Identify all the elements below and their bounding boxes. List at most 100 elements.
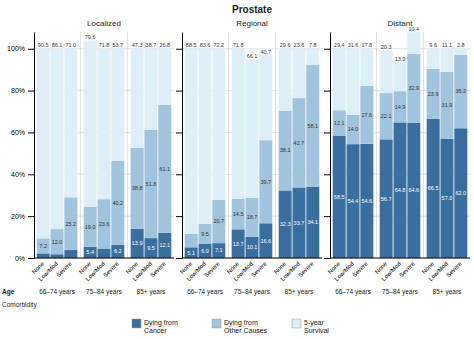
- tick: Severe: [203, 260, 221, 278]
- data-label: 35.2: [455, 88, 466, 94]
- tick: Severe: [149, 260, 167, 278]
- group-separator: [228, 32, 229, 258]
- tick-label: Low/Mod: [233, 261, 254, 282]
- bar: [98, 249, 111, 258]
- data-label: 57.0: [442, 195, 453, 201]
- bar: [246, 198, 259, 237]
- tick: [176, 132, 182, 133]
- grid: [330, 49, 470, 258]
- data-label: 7.8: [309, 42, 317, 48]
- data-label: 83.6: [200, 42, 211, 48]
- data-label: 71.8: [99, 42, 110, 48]
- tick-mark: [28, 216, 34, 217]
- data-label: 5.4: [86, 249, 94, 255]
- group-label: 75–84 years: [234, 288, 271, 296]
- bar: [84, 247, 97, 258]
- tick-mark: [176, 216, 182, 217]
- data-label: 23.6: [294, 42, 305, 48]
- data-label: 38.7: [146, 42, 157, 48]
- tick: [176, 258, 182, 259]
- bar: [407, 32, 420, 54]
- tick: [324, 216, 330, 217]
- group-label: 85+ years: [285, 288, 314, 296]
- bar: [84, 40, 97, 207]
- bar: [111, 245, 124, 258]
- bar: [37, 49, 50, 238]
- data-label: 14.0: [348, 126, 359, 132]
- bar: [158, 105, 171, 233]
- series: [333, 32, 468, 115]
- group-label: 75–84 years: [382, 288, 419, 296]
- data-label: 14.5: [233, 211, 244, 217]
- tick: Severe: [351, 260, 369, 278]
- data-label: 31.6: [348, 42, 359, 48]
- bar: [131, 49, 144, 148]
- data-label: 22.1: [381, 113, 392, 119]
- data-label: 12.0: [52, 239, 63, 245]
- series: [37, 40, 172, 238]
- data-label: 38.8: [132, 185, 143, 191]
- bar: [394, 62, 407, 91]
- annotation: Comorbidity: [2, 301, 37, 309]
- data-label: 16.6: [260, 238, 271, 244]
- tick: [176, 91, 182, 92]
- data-label: 17.8: [361, 42, 372, 48]
- bar: [440, 49, 453, 72]
- data-label: 14.9: [395, 104, 406, 110]
- legend-swatch: [292, 319, 301, 328]
- bars: [185, 49, 320, 258]
- bar: [51, 49, 64, 229]
- tick: Low/Mod: [427, 261, 448, 282]
- bar: [51, 254, 64, 258]
- data-label: 51.8: [146, 181, 157, 187]
- data-label: 64.8: [395, 187, 406, 193]
- legend: Dying fromCancerDying fromOther Causes5-…: [132, 319, 329, 334]
- bar: [380, 93, 393, 139]
- separators: [81, 32, 128, 258]
- baseline: [34, 258, 174, 259]
- tick-label: Severe: [102, 260, 120, 278]
- bar: [64, 197, 77, 250]
- tick-label: Low/Mod: [131, 261, 152, 282]
- tick-label: 60%: [11, 129, 25, 136]
- tick-mark: [176, 258, 182, 259]
- data-label: 23.6: [99, 221, 110, 227]
- tick-label: Low/Mod: [334, 261, 355, 282]
- bar: [454, 128, 467, 258]
- data-label: 10.1: [247, 244, 258, 250]
- tick-label: Low/Mod: [186, 261, 207, 282]
- data-labels: 5.16.97.113.710.116.632.333.734.19.520.7…: [186, 42, 318, 255]
- data-label: 13.7: [233, 241, 244, 247]
- data-label: 33.7: [294, 220, 305, 226]
- bar: [212, 200, 225, 243]
- y-axis: [176, 33, 183, 259]
- tick: Low/Mod: [233, 261, 254, 282]
- bar: [232, 229, 245, 258]
- separators: [229, 32, 276, 258]
- tick-mark: [176, 49, 182, 50]
- data-label: 2.8: [457, 42, 465, 48]
- bar: [360, 144, 373, 258]
- grid-line: [182, 258, 322, 259]
- group-label: 85+ years: [137, 288, 166, 296]
- tick: 20%: [11, 213, 34, 220]
- bar: [212, 49, 225, 200]
- tick-mark: [324, 174, 330, 175]
- tick: Severe: [55, 260, 73, 278]
- tick: Severe: [297, 260, 315, 278]
- data-label: 53.7: [112, 42, 123, 48]
- data-label: 71.8: [233, 42, 244, 48]
- x-axis: NoneLow/ModSevereNoneLow/ModSevereNoneLo…: [31, 260, 167, 282]
- tick-label: Low/Mod: [85, 261, 106, 282]
- data-label: 62.0: [455, 190, 466, 196]
- bar: [232, 49, 245, 199]
- legend-item: 5-yearSurvival: [292, 319, 329, 334]
- group-separator: [275, 32, 276, 258]
- group-separator: [80, 32, 81, 258]
- axis-line: [34, 33, 35, 259]
- panel-title: Regional: [236, 19, 268, 28]
- data-label: 23.9: [428, 91, 439, 97]
- grid: [34, 49, 174, 258]
- tick-mark: [324, 132, 330, 133]
- bar: [84, 207, 97, 247]
